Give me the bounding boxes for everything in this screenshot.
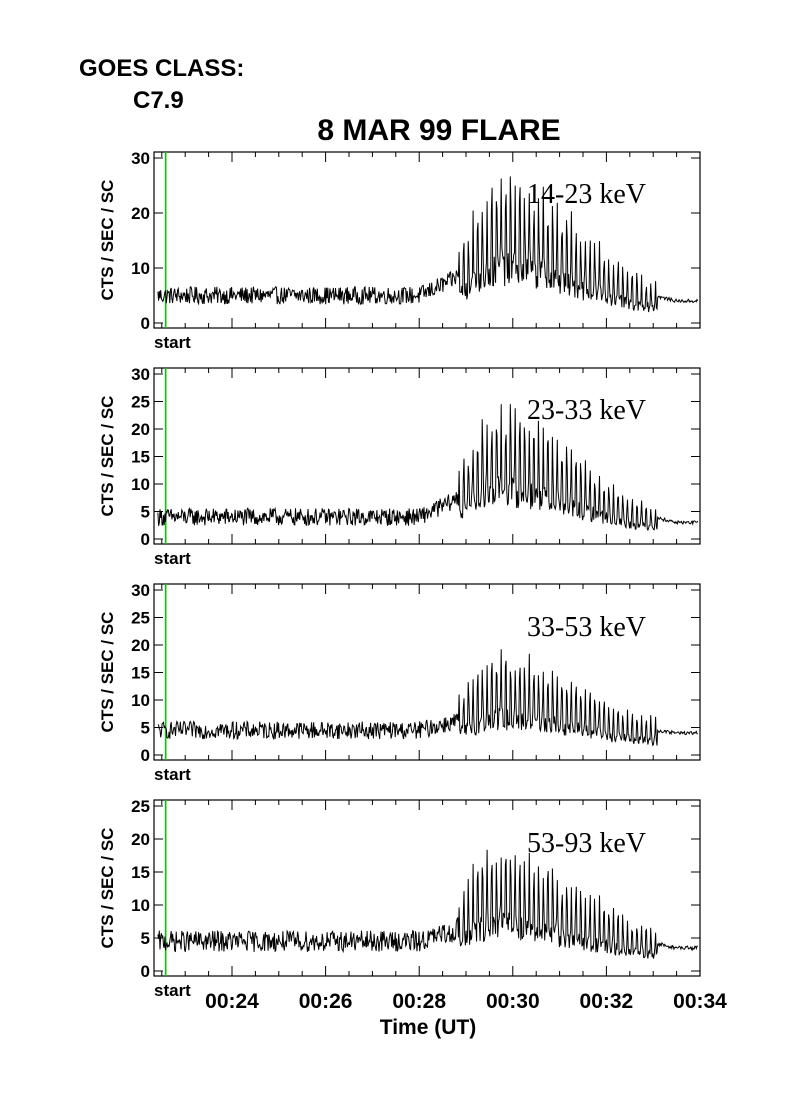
energy-band-label: 14-23 keV [527,179,646,210]
energy-band-label: 23-33 keV [527,395,646,426]
y-tick-label: 25 [131,393,150,412]
y-tick-label: 10 [131,259,150,278]
start-label: start [154,333,191,352]
start-label: start [154,981,191,1000]
y-tick-label: 0 [141,962,150,981]
y-tick-label: 30 [131,581,150,600]
start-label: start [154,765,191,784]
panel-14-23-kev: 0 10 20 30 CTS / SEC / SC start 14-23 keV [98,149,701,352]
series-line [157,176,699,313]
y-tick-label: 5 [141,719,150,738]
y-tick-label: 20 [131,420,150,439]
x-tick-label: 00:28 [392,990,446,1013]
figure-title: 8 MAR 99 FLARE [317,114,560,147]
y-tick-label: 30 [131,149,150,168]
y-tick-label: 10 [131,475,150,494]
y-axis-label: CTS / SEC / SC [98,396,117,517]
y-tick-label: 25 [131,609,150,628]
x-tick-label: 00:24 [205,990,259,1013]
energy-band-label: 53-93 keV [527,828,646,859]
goes-class-value: C7.9 [133,87,184,114]
x-tick-label: 00:34 [673,990,727,1013]
x-axis-label: Time (UT) [380,1016,476,1039]
x-tick-label: 00:26 [299,990,353,1013]
series-line [157,649,698,747]
goes-class-label: GOES CLASS: [79,55,244,82]
y-tick-label: 5 [141,929,150,948]
y-tick-label: 20 [131,636,150,655]
x-tick-label: 00:30 [486,990,540,1013]
y-axis-label: CTS / SEC / SC [98,828,117,949]
y-tick-label: 0 [141,530,150,549]
y-tick-label: 5 [141,503,150,522]
panel-53-93-kev: 0 5 10 15 20 25 CTS / SEC / SC start 53-93 keV 00… [98,797,727,1013]
y-tick-label: 20 [131,204,150,223]
y-axis-label: CTS / SEC / SC [98,612,117,733]
x-tick-label: 00:32 [580,990,634,1013]
y-tick-label: 30 [131,365,150,384]
y-tick-label: 0 [141,314,150,333]
plot-frame [153,799,701,977]
plot-frame [153,151,701,329]
y-tick-label: 15 [131,448,150,467]
y-axis-label: CTS / SEC / SC [98,180,117,301]
y-tick-label: 25 [131,797,150,816]
y-tick-label: 20 [131,830,150,849]
y-tick-label: 15 [131,863,150,882]
series-line [157,849,698,959]
y-tick-label: 10 [131,691,150,710]
energy-band-label: 33-53 keV [527,612,646,643]
y-tick-label: 0 [141,746,150,765]
panel-23-33-kev: 0 5 10 15 20 25 30 CTS / SEC / SC start 23-33 keV [98,365,701,568]
start-label: start [154,549,191,568]
series-line [157,404,699,532]
y-tick-label: 10 [131,896,150,915]
panel-33-53-kev: 0 5 10 15 20 25 30 CTS / SEC / SC start 33-53 keV [98,581,701,784]
y-tick-label: 15 [131,664,150,683]
